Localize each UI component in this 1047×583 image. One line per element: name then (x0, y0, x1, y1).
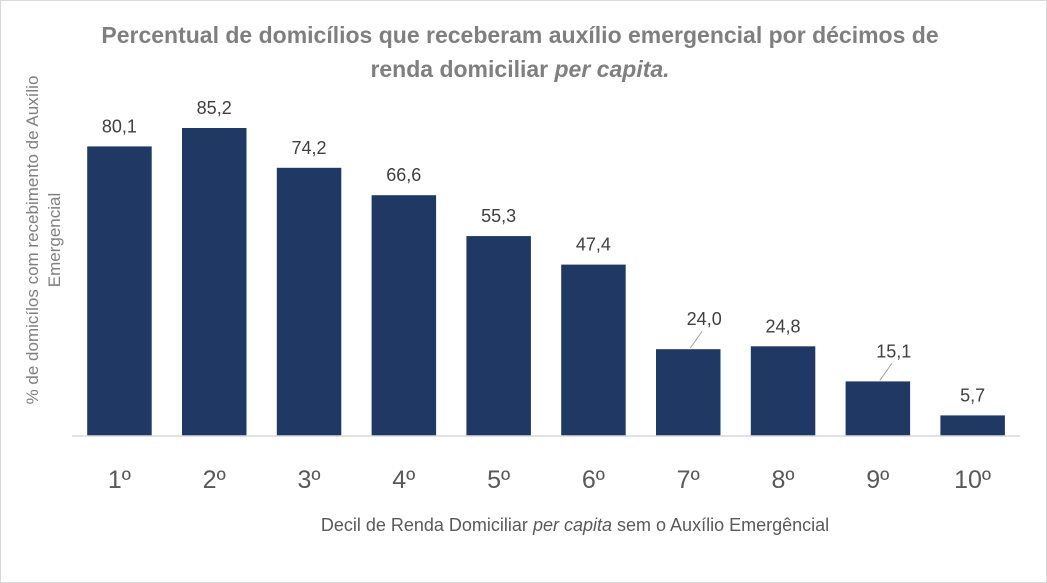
x-tick-2: 2º (203, 466, 226, 494)
bar-5 (466, 236, 531, 436)
data-label-2: 85,2 (197, 98, 232, 118)
x-tick-3: 3º (297, 466, 320, 494)
x-axis-label: Decil de Renda Domiciliar per capita sem… (150, 515, 1000, 536)
leader-line-9 (879, 363, 893, 381)
x-tick-9: 9º (866, 466, 889, 494)
data-label-8: 24,8 (765, 316, 800, 336)
x-tick-6: 6º (582, 466, 605, 494)
data-label-5: 55,3 (481, 206, 516, 226)
data-label-3: 74,2 (291, 138, 326, 158)
bar-8 (750, 346, 816, 436)
data-label-4: 66,6 (386, 165, 421, 185)
bar-3 (276, 167, 342, 437)
bar-10 (940, 415, 1005, 436)
data-label-10: 5,7 (960, 385, 985, 405)
x-tick-4: 4º (392, 466, 415, 494)
data-label-7: 24,0 (687, 309, 722, 329)
bar-1 (87, 146, 152, 436)
x-axis-label-start: Decil de Renda Domiciliar (320, 515, 528, 535)
chart-title-italic: per capita. (554, 56, 670, 82)
x-tick-10: 10º (954, 466, 991, 494)
bar-7 (656, 349, 721, 436)
x-axis-label-italic: per capita (532, 515, 613, 535)
bar-6 (561, 264, 626, 436)
bar-2 (182, 128, 247, 436)
x-tick-5: 5º (487, 466, 510, 494)
chart-title: Percentual de domicílios que receberam a… (100, 18, 940, 86)
x-tick-8: 8º (771, 466, 794, 494)
leader-line-7 (689, 330, 703, 349)
x-tick-7: 7º (677, 466, 700, 494)
data-label-1: 80,1 (102, 116, 137, 136)
bar-4 (371, 195, 437, 436)
data-label-6: 47,4 (576, 235, 611, 255)
data-label-9: 15,1 (876, 341, 911, 361)
x-axis-label-end: sem o Auxílio Emergêncial (617, 515, 830, 535)
x-tick-1: 1º (108, 466, 131, 494)
bar-9 (845, 381, 911, 436)
chart-title-main: Percentual de domicílios que receberam a… (101, 22, 939, 82)
